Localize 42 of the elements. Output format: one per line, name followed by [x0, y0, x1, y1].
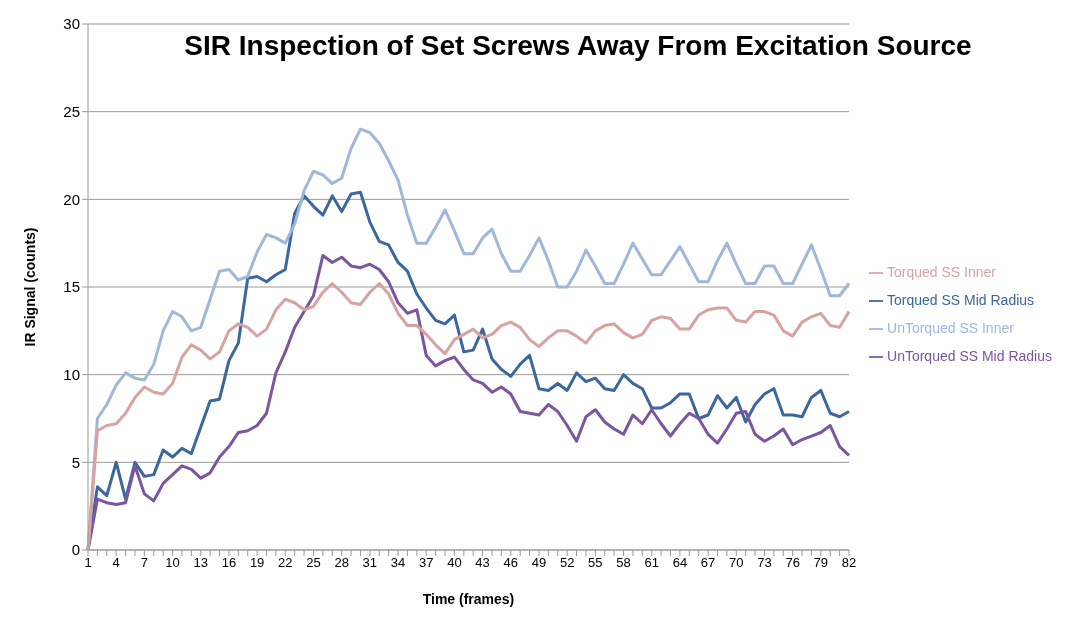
x-tick-label: 37 [418, 555, 434, 571]
legend-label: UnTorqued SS Inner [887, 320, 1014, 336]
x-tick-label: 49 [531, 555, 547, 571]
x-tick-label: 76 [785, 555, 800, 571]
x-tick-label: 40 [447, 555, 462, 571]
y-axis-title: IR Signal (counts) [21, 227, 38, 347]
x-tick-label: 34 [390, 555, 406, 571]
x-tick-label: 22 [278, 555, 293, 571]
y-tick-label: 10 [63, 365, 80, 383]
x-tick-label: 46 [503, 555, 519, 571]
chart-title: SIR Inspection of Set Screws Away From Excitation Source [183, 30, 973, 62]
x-tick-label: 28 [334, 555, 349, 571]
x-tick-label: 13 [193, 555, 208, 571]
x-tick-label: 82 [841, 555, 857, 571]
x-tick-label: 70 [729, 555, 744, 571]
y-tick-label: 15 [63, 278, 80, 296]
x-tick-label: 7 [140, 555, 148, 571]
x-tick-label: 1 [84, 555, 92, 571]
x-tick-label: 19 [249, 555, 265, 571]
x-tick-label: 4 [112, 555, 120, 571]
x-tick-label: 43 [475, 555, 490, 571]
y-tick-label: 20 [63, 190, 80, 208]
x-tick-label: 10 [165, 555, 180, 571]
x-tick-label: 31 [362, 555, 378, 571]
legend-label: Torqued SS Inner [887, 264, 996, 280]
y-tick-label: 0 [71, 541, 80, 559]
x-tick-label: 25 [306, 555, 321, 571]
x-tick-label: 55 [588, 555, 603, 571]
y-tick-label: 30 [63, 15, 80, 33]
x-axis-title: Time (frames) [422, 591, 515, 607]
x-tick-label: 58 [616, 555, 631, 571]
x-tick-label: 73 [757, 555, 772, 571]
y-tick-label: 25 [63, 102, 80, 120]
legend-label: UnTorqued SS Mid Radius [887, 348, 1052, 364]
x-tick-label: 67 [700, 555, 716, 571]
y-tick-label: 5 [71, 453, 80, 471]
x-tick-label: 64 [672, 555, 688, 571]
x-tick-label: 52 [559, 555, 575, 571]
x-tick-label: 16 [221, 555, 237, 571]
legend-label: Torqued SS Mid Radius [887, 292, 1035, 308]
x-tick-label: 79 [813, 555, 829, 571]
x-tick-label: 61 [644, 555, 659, 571]
